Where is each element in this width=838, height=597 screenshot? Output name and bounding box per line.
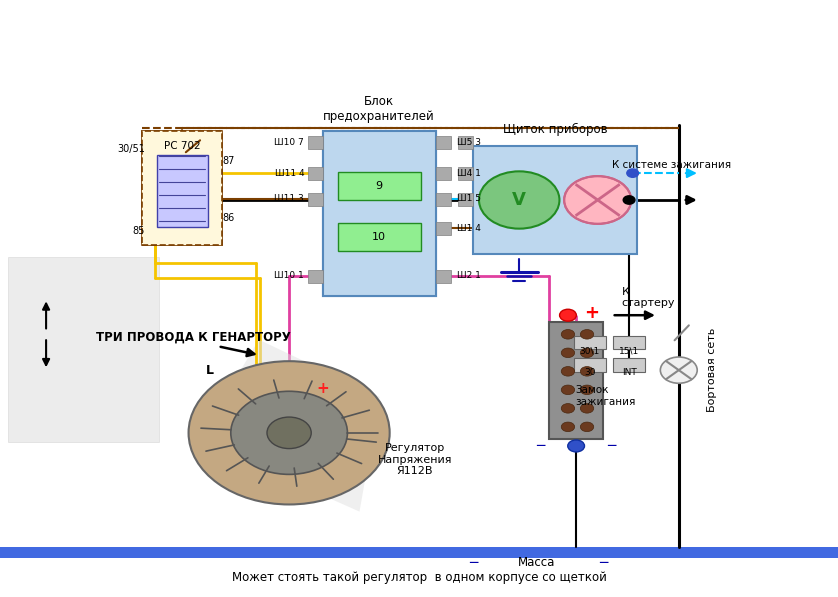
Text: Регулятор
Напряжения
Я112В: Регулятор Напряжения Я112В (378, 443, 452, 476)
Bar (613, 336, 645, 349)
Circle shape (581, 404, 593, 413)
Text: Щиток приборов: Щиток приборов (503, 123, 608, 136)
Circle shape (267, 417, 311, 448)
Text: ─: ─ (599, 556, 608, 570)
Text: Ш11 3: Ш11 3 (274, 194, 304, 204)
Text: +: + (584, 304, 599, 322)
Bar (436, 270, 451, 283)
Text: Может стоять такой регулятор  в одном корпусе со щеткой: Может стоять такой регулятор в одном кор… (231, 571, 607, 584)
Text: Бортовая сеть: Бортовая сеть (707, 328, 717, 413)
Text: 85: 85 (132, 226, 145, 236)
Text: ─: ─ (536, 439, 545, 453)
Bar (8, 257, 159, 442)
Bar (458, 136, 473, 149)
Circle shape (564, 176, 631, 224)
Bar (338, 173, 421, 201)
Circle shape (581, 385, 593, 395)
Text: 10: 10 (372, 232, 386, 242)
Bar (142, 131, 222, 245)
Bar (436, 222, 451, 235)
Text: Ш4 1: Ш4 1 (457, 168, 480, 178)
Circle shape (627, 169, 639, 177)
Bar (436, 193, 451, 206)
Text: 30\1: 30\1 (580, 346, 600, 355)
Bar (338, 223, 421, 251)
Text: 15\1: 15\1 (619, 346, 639, 355)
Text: К системе зажигания: К системе зажигания (612, 160, 731, 170)
Circle shape (568, 440, 585, 452)
Bar (458, 193, 473, 206)
Text: Блок
предохранителей: Блок предохранителей (323, 95, 435, 122)
Circle shape (581, 348, 593, 358)
Text: Ш11 4: Ш11 4 (275, 168, 304, 178)
Text: ─: ─ (469, 556, 478, 570)
Circle shape (561, 422, 575, 432)
Circle shape (561, 367, 575, 376)
Text: Ш10 1: Ш10 1 (274, 271, 304, 281)
Text: ─: ─ (608, 439, 616, 453)
Bar (308, 270, 323, 283)
Text: 87: 87 (222, 156, 235, 166)
Bar (308, 136, 323, 149)
Text: +: + (316, 380, 329, 396)
Text: Замок
зажигания: Замок зажигания (576, 385, 636, 407)
Circle shape (623, 196, 635, 204)
Bar (0, 547, 838, 558)
Bar (436, 167, 451, 180)
Bar (142, 131, 222, 245)
Circle shape (581, 422, 593, 432)
Circle shape (581, 367, 593, 376)
Circle shape (561, 330, 575, 339)
Text: РС 702: РС 702 (164, 141, 200, 151)
Bar (323, 131, 436, 296)
Circle shape (189, 361, 390, 504)
Text: К
стартеру: К стартеру (622, 287, 675, 308)
Circle shape (660, 357, 697, 383)
Polygon shape (199, 340, 380, 512)
Bar (574, 336, 606, 349)
Text: Ш10 7: Ш10 7 (274, 137, 304, 147)
Text: V: V (512, 191, 526, 209)
Circle shape (561, 404, 575, 413)
Bar (436, 136, 451, 149)
Circle shape (230, 391, 348, 475)
Bar (157, 155, 208, 227)
Bar (308, 193, 323, 206)
Bar (613, 358, 645, 371)
Text: L: L (205, 364, 214, 377)
Text: Ш1 5: Ш1 5 (457, 194, 481, 204)
Circle shape (561, 348, 575, 358)
Bar (323, 131, 436, 296)
Text: Ш2 1: Ш2 1 (457, 271, 480, 281)
Bar (549, 322, 603, 439)
Text: Масса: Масса (518, 556, 555, 570)
Text: Ш1 4: Ш1 4 (457, 223, 480, 233)
Text: 86: 86 (222, 213, 235, 223)
Bar (308, 167, 323, 180)
Text: INT: INT (622, 368, 637, 377)
Circle shape (581, 330, 593, 339)
Text: 30: 30 (584, 368, 596, 377)
Circle shape (561, 385, 575, 395)
Bar (473, 146, 637, 254)
Text: ТРИ ПРОВОДА К ГЕНАРТОРУ: ТРИ ПРОВОДА К ГЕНАРТОРУ (96, 331, 291, 344)
Text: 30/51: 30/51 (117, 144, 145, 154)
Circle shape (479, 171, 560, 229)
Bar (574, 358, 606, 371)
Circle shape (560, 309, 577, 321)
Bar (458, 167, 473, 180)
Text: Ш5 3: Ш5 3 (457, 137, 481, 147)
Text: 9: 9 (375, 181, 383, 192)
